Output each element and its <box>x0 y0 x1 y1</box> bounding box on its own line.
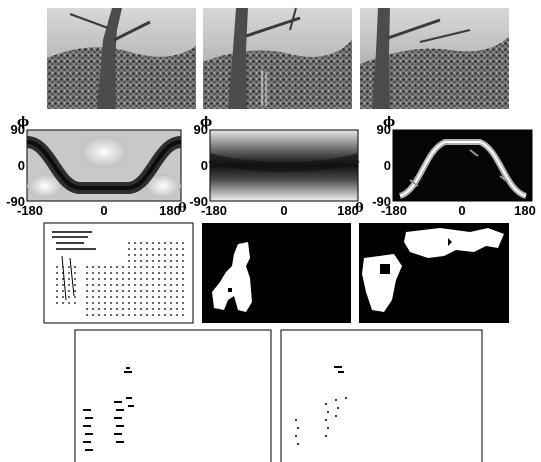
y-tick-label: 0 <box>384 158 391 173</box>
x-tick-label: 180 <box>514 203 536 218</box>
black-mask-panel-2 <box>359 223 509 323</box>
y-tick-label: 0 <box>201 158 208 173</box>
y-tick-label: -90 <box>6 194 25 209</box>
x-tick-label: 0 <box>100 203 107 218</box>
photo-3 <box>360 8 509 109</box>
x-tick-label: -180 <box>17 203 43 218</box>
black-mask-panel-1 <box>202 223 351 323</box>
phi-plot-2: ϕ 90 0 -90 -180 0 180 θ <box>189 115 364 218</box>
dot-grid-panel <box>43 222 194 324</box>
phi-plot-3: ϕ 90 0 -90 -180 0 180 <box>372 115 536 218</box>
x-tick-label: -180 <box>381 203 407 218</box>
theta-axis-symbol: θ <box>355 201 364 216</box>
y-tick-label: 0 <box>18 158 25 173</box>
phi-axis-symbol: ϕ <box>200 115 212 130</box>
phi-axis-symbol: ϕ <box>17 115 29 130</box>
x-tick-label: 180 <box>159 203 181 218</box>
y-tick-label: -90 <box>189 194 208 209</box>
x-tick-label: 180 <box>337 203 359 218</box>
x-tick-label: 0 <box>280 203 287 218</box>
y-tick-label: 90 <box>194 122 208 137</box>
y-tick-label: -90 <box>372 194 391 209</box>
x-tick-label: -180 <box>201 203 227 218</box>
photo-1 <box>47 8 196 109</box>
y-tick-label: 90 <box>377 122 391 137</box>
phi-plot-1: ϕ 90 0 -90 -180 0 180 θ <box>6 115 187 218</box>
point-plot-2 <box>280 329 483 462</box>
photo-2 <box>203 7 352 109</box>
phi-axis-symbol: ϕ <box>383 115 395 130</box>
theta-axis-symbol: θ <box>178 201 187 216</box>
point-plot-1 <box>74 329 272 462</box>
segmentation-mask-row <box>43 222 509 324</box>
phi-theta-plot-row: ϕ 90 0 -90 -180 0 180 θ ϕ 90 0 -90 -180 … <box>6 115 536 218</box>
photo-row <box>47 7 509 109</box>
point-plot-row <box>74 329 483 462</box>
x-tick-label: 0 <box>458 203 465 218</box>
y-tick-label: 90 <box>11 122 25 137</box>
